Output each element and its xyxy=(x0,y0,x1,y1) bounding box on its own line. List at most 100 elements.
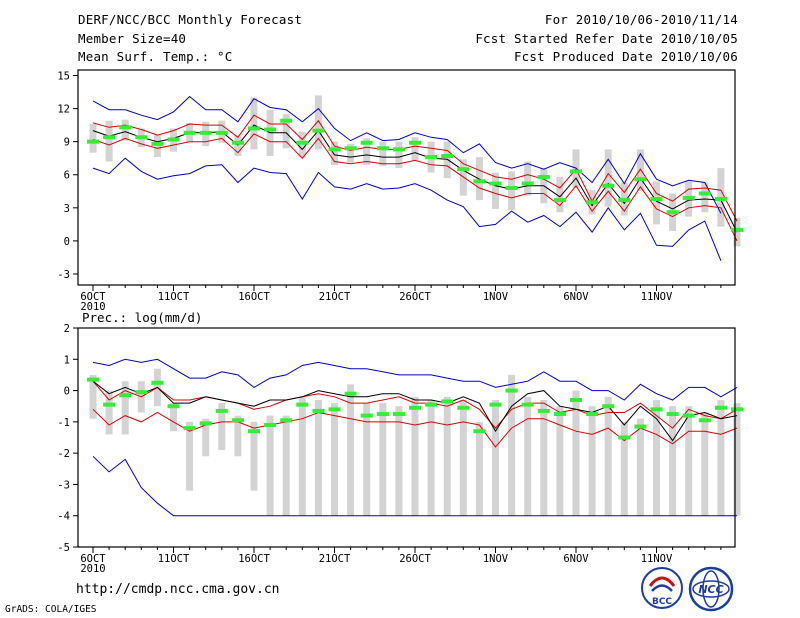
median-marker xyxy=(167,137,180,142)
box-bar xyxy=(701,412,709,516)
median-marker xyxy=(392,412,405,417)
box-bar xyxy=(556,406,564,516)
y-tick-label: -2 xyxy=(57,448,70,460)
box-bar xyxy=(202,418,210,457)
box-bar xyxy=(89,124,97,153)
median-marker xyxy=(650,197,663,201)
median-marker xyxy=(602,404,615,409)
median-marker xyxy=(553,412,566,417)
median-marker xyxy=(344,391,357,396)
box-bar xyxy=(121,381,129,435)
median-marker xyxy=(409,405,421,410)
box-bar xyxy=(298,396,306,516)
box-bar xyxy=(411,137,419,161)
bcc-logo-text: BCC xyxy=(652,597,672,607)
box-bar xyxy=(363,403,371,516)
box-bar xyxy=(508,171,516,211)
x-tick-label: 11NOV xyxy=(641,291,673,303)
median-marker xyxy=(731,407,743,412)
x-year-label: 2010 xyxy=(80,301,105,313)
x-tick-label: 11NOV xyxy=(641,553,673,565)
median-marker xyxy=(328,407,341,412)
median-marker xyxy=(87,377,99,382)
median-marker xyxy=(328,147,341,152)
upper-spread-line xyxy=(92,114,738,222)
box-bar xyxy=(572,390,580,516)
median-marker xyxy=(457,167,470,172)
box-bar xyxy=(475,421,483,516)
box-bar xyxy=(314,95,322,150)
median-marker xyxy=(570,397,582,402)
x-tick-label: 26OCT xyxy=(399,553,431,565)
chart-title: DERF/NCC/BCC Monthly Forecast xyxy=(78,12,303,27)
median-marker xyxy=(537,174,550,179)
median-marker xyxy=(553,198,566,203)
box-bar xyxy=(556,176,564,213)
median-marker xyxy=(602,183,615,188)
median-marker xyxy=(570,169,582,174)
median-marker xyxy=(666,210,679,215)
x-tick-label: 11OCT xyxy=(158,553,190,565)
median-marker xyxy=(473,179,486,184)
x-tick-label: 26OCT xyxy=(399,291,431,303)
variable-label: Mean Surf. Temp.: °C xyxy=(78,49,233,64)
box-bar xyxy=(733,403,741,516)
median-marker xyxy=(505,388,518,393)
median-marker xyxy=(441,399,454,404)
median-marker xyxy=(103,402,116,407)
median-marker xyxy=(119,393,132,398)
median-marker xyxy=(167,404,180,409)
box-bar xyxy=(347,143,355,163)
precip-panel-title: Prec.: log(mm/d) xyxy=(82,310,202,325)
y-tick-label: 12 xyxy=(57,104,70,116)
y-tick-label: 15 xyxy=(57,71,70,83)
median-marker xyxy=(119,125,132,130)
box-bar xyxy=(282,114,290,149)
median-marker xyxy=(264,127,277,132)
x-tick-label: 6NOV xyxy=(563,291,589,303)
x-tick-label: 1NOV xyxy=(483,291,509,303)
box-bar xyxy=(314,399,322,516)
box-bar xyxy=(524,396,532,516)
max-line xyxy=(92,358,738,401)
box-bar xyxy=(105,390,113,435)
bcc-logo-icon: BCC xyxy=(641,567,683,609)
box-bar xyxy=(427,399,435,516)
median-marker xyxy=(409,140,421,145)
box-bar xyxy=(234,415,242,457)
median-marker xyxy=(183,130,196,135)
box-bar xyxy=(250,421,258,491)
min-line xyxy=(92,157,722,261)
median-marker xyxy=(666,412,679,417)
median-marker xyxy=(698,191,711,196)
median-marker xyxy=(376,146,389,151)
median-marker xyxy=(586,200,599,205)
median-marker xyxy=(682,195,695,200)
box-bar xyxy=(492,172,499,209)
median-marker xyxy=(215,408,228,413)
box-bar xyxy=(186,421,194,491)
median-marker xyxy=(280,418,293,423)
median-marker xyxy=(199,421,212,426)
box-bar xyxy=(347,384,355,516)
x-tick-label: 11OCT xyxy=(158,291,190,303)
y-tick-label: -3 xyxy=(57,479,70,491)
median-marker xyxy=(280,118,293,123)
upper-spread-line xyxy=(92,380,738,429)
box-bar xyxy=(379,403,387,516)
median-marker xyxy=(215,130,228,135)
fcst-started-label: Fcst Started Refer Date 2010/10/05 xyxy=(475,31,738,46)
box-bar xyxy=(492,399,499,516)
x-tick-label: 16OCT xyxy=(238,291,270,303)
box-bar xyxy=(121,119,129,141)
median-marker xyxy=(618,198,631,203)
box-bar xyxy=(153,135,161,158)
box-bar xyxy=(443,396,451,516)
box-bar xyxy=(89,374,97,419)
median-marker xyxy=(296,402,309,407)
box-bar xyxy=(395,141,403,169)
median-marker xyxy=(698,418,711,423)
lower-spread-line xyxy=(92,133,738,242)
y-tick-label: 2 xyxy=(64,323,70,335)
median-marker xyxy=(248,126,260,131)
